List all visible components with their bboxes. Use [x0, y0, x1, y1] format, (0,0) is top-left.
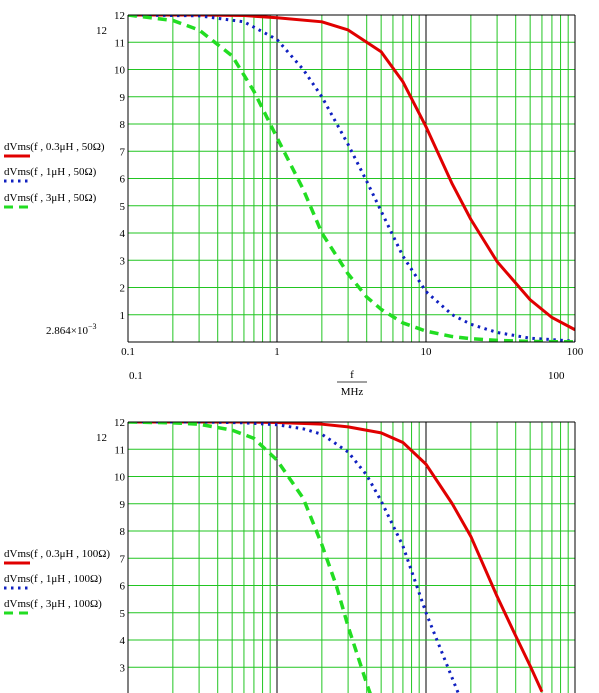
chart-2-y-tick-label: 6: [120, 581, 126, 593]
chart-1-xlabel-numerator: f: [350, 369, 354, 381]
chart-2-series-2-line: [128, 422, 460, 693]
chart-1-grid: [127, 14, 575, 342]
chart-1-y-tick-label: 5: [120, 201, 126, 213]
chart-2-y-tick-label: 7: [120, 553, 126, 565]
chart-2-y-tick-label: 11: [114, 444, 125, 456]
chart-1-legend-label-1: dVms(f , 0.3μH , 50Ω): [4, 141, 105, 153]
chart-2-y-tick-labels: 3 4 5 6 7 8 9 10 11 12: [114, 417, 126, 674]
chart-1-y-tick-label: 9: [120, 92, 126, 104]
chart-1-ymin-label: 2.864×10−3: [46, 322, 96, 337]
chart-1-legend: dVms(f , 0.3μH , 50Ω) dVms(f , 1μH , 50Ω)…: [4, 141, 105, 209]
chart-2-y-tick-label: 8: [120, 526, 126, 538]
chart-1-legend-label-2: dVms(f , 1μH , 50Ω): [4, 166, 97, 178]
chart-2-legend-label-2: dVms(f , 1μH , 100Ω): [4, 573, 102, 585]
chart-1-frame: [127, 14, 576, 343]
chart-1-series-1-line: [128, 15, 575, 332]
chart-2-y-tick-label: 10: [114, 472, 126, 484]
chart-2-frame: [127, 421, 576, 693]
chart-1-series-2-line: [128, 15, 575, 342]
chart-2-legend-label-3: dVms(f , 3μH , 100Ω): [4, 598, 102, 610]
chart-1-y-tick-label: 2: [120, 283, 126, 295]
chart-1-x-tick-label: 10: [421, 346, 433, 358]
chart-2-series-1-line: [128, 422, 544, 693]
chart-2-y-tick-label: 12: [114, 417, 125, 429]
chart-1-y-tick-label: 10: [114, 65, 126, 77]
chart-1-x-tick-label: 100: [567, 346, 584, 358]
chart-2-legend-label-1: dVms(f , 0.3μH , 100Ω): [4, 548, 110, 560]
chart-1-y-tick-label: 4: [120, 228, 126, 240]
chart-1-xlabel-denominator: MHz: [341, 386, 364, 398]
chart-1-legend-label-3: dVms(f , 3μH , 50Ω): [4, 192, 97, 204]
chart-1-y-tick-label: 11: [114, 37, 125, 49]
chart-1-series: [128, 15, 575, 342]
chart-2-y-tick-label: 4: [120, 635, 126, 647]
chart-1-x-tick-label: 0.1: [121, 346, 135, 358]
chart-1-x-tick-labels: 0.1 1 10 100: [121, 346, 584, 358]
chart-1-y-tick-label: 8: [120, 119, 126, 131]
chart-2-series-3-line: [128, 422, 372, 693]
chart-2-y-tick-label: 9: [120, 499, 126, 511]
chart-1-y-tick-label: 3: [120, 255, 126, 267]
chart-2-y-tick-label: 5: [120, 608, 126, 620]
chart-1-y-tick-label: 1: [120, 310, 126, 322]
chart-1-xmax-label: 100: [548, 370, 565, 382]
chart-2-ymax-label: 12: [96, 432, 107, 444]
chart-1-ymax-label: 12: [96, 25, 107, 37]
chart-1-y-tick-label: 7: [120, 146, 126, 158]
chart-2-y-tick-label: 3: [120, 662, 126, 674]
chart-1-x-tick-label: 1: [274, 346, 280, 358]
chart-2-grid: [127, 421, 575, 693]
chart-2-series: [128, 422, 544, 693]
chart-1-xmin-label: 0.1: [129, 370, 143, 382]
chart-1-y-tick-label: 12: [114, 10, 125, 22]
chart-1-series-3-line: [128, 15, 575, 342]
chart-1-y-tick-label: 6: [120, 174, 126, 186]
chart-2-legend: dVms(f , 0.3μH , 100Ω) dVms(f , 1μH , 100…: [4, 548, 110, 615]
